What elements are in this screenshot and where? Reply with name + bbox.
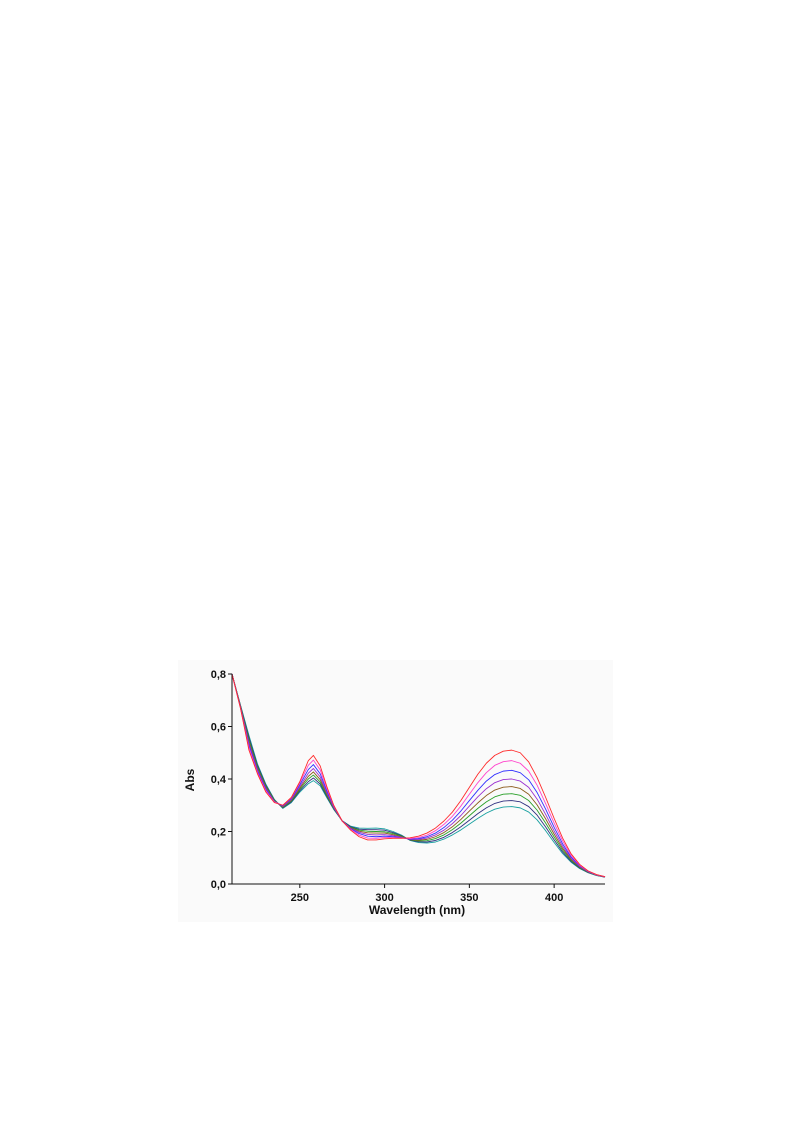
series-line-5: [231, 673, 606, 878]
uv-vis-spectrum-chart: 0,0 0,2 0,4 0,6 0,8 250 300 350 400 Abs Wavelen…: [178, 660, 613, 922]
series-layer: [231, 673, 606, 878]
y-axis-title: Abs: [183, 768, 197, 791]
series-line-1: [231, 673, 606, 878]
y-tick-label: 0,0: [211, 879, 226, 891]
plot-background: [178, 660, 613, 922]
y-tick-label: 0,4: [211, 774, 227, 786]
x-tick-label: 250: [291, 892, 309, 904]
series-line-3: [231, 673, 606, 878]
y-tick-label: 0,2: [211, 827, 226, 839]
x-tick-label: 350: [460, 892, 478, 904]
series-line-8: [231, 673, 606, 878]
chart-svg: 0,0 0,2 0,4 0,6 0,8 250 300 350 400 Abs Wavelen…: [178, 660, 613, 922]
series-line-7: [231, 673, 606, 878]
x-tick-label: 400: [545, 892, 563, 904]
series-line-4: [231, 673, 606, 878]
y-ticks: 0,0 0,2 0,4 0,6 0,8: [211, 669, 232, 891]
y-tick-label: 0,8: [211, 669, 226, 681]
x-axis-title: Wavelength (nm): [369, 903, 465, 917]
x-tick-label: 300: [375, 892, 393, 904]
y-tick-label: 0,6: [211, 722, 226, 734]
series-line-6: [231, 673, 606, 878]
x-ticks: 250 300 350 400: [291, 884, 563, 904]
